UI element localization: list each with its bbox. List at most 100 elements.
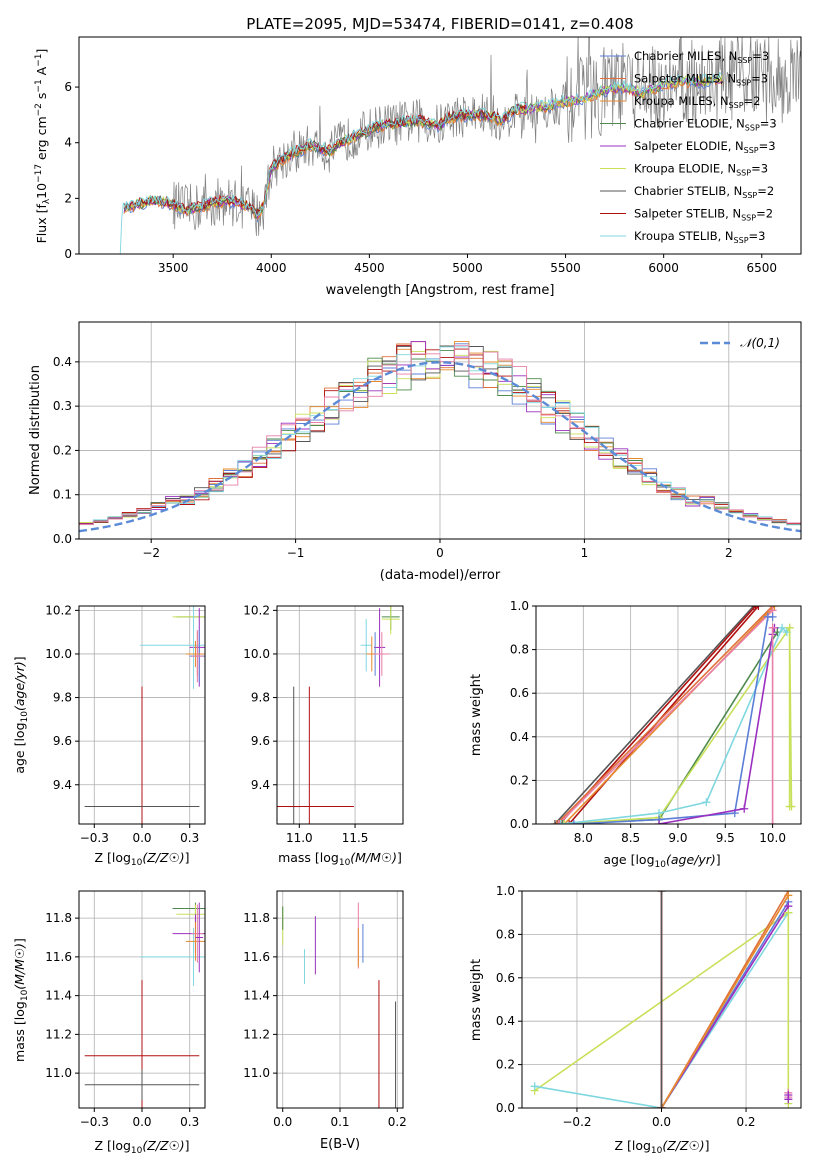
- x-tick-label: 0.3: [180, 1115, 199, 1129]
- weight-marker: [768, 612, 777, 621]
- x-tick-label: 6000: [648, 261, 679, 275]
- plot-layer: 3500 4000 4500 5000 5500 6000 6500 0 2 4 6 Chabrier…: [12, 36, 802, 1156]
- legend-label: Chabrier ELODIE, NSSP=3: [634, 117, 777, 133]
- y-tick-label: 0.1: [53, 488, 72, 502]
- y-tick-label: 0.0: [53, 532, 72, 546]
- age-vs-Z-axes: −0.3 0.0 0.3 9.4 9.6 9.8 10.0 10.2: [45, 603, 205, 845]
- model-spectrum-7: [123, 101, 527, 217]
- math: (age/yr): [12, 661, 27, 711]
- legend-sub: SSP: [736, 79, 751, 88]
- x-tick-label: 0: [436, 546, 444, 560]
- y-tick-label: 0.8: [496, 927, 515, 941]
- y-tick-label: 10.2: [243, 603, 270, 617]
- sub: 10: [655, 860, 667, 870]
- mass-vs-Z-frame: [78, 890, 206, 1109]
- weight-marker: [554, 820, 563, 824]
- residual-histogram-9: [79, 345, 801, 525]
- legend-eq: =3: [749, 229, 766, 243]
- x-tick-label: 10.0: [759, 831, 786, 845]
- clip-massz-content: [84, 902, 205, 1108]
- weight-line-4: [563, 606, 776, 824]
- y-tick-label: 11.8: [45, 911, 72, 925]
- x-tick-label: 8.0: [574, 831, 593, 845]
- age-vs-mass-frame: [276, 605, 404, 825]
- legend-sub: SSP: [745, 124, 760, 133]
- weight-line-7: [564, 625, 793, 824]
- weight-marker: [770, 606, 779, 610]
- txt: 10: [34, 183, 49, 199]
- x-tick-label: 0.0: [652, 1115, 671, 1129]
- weight-marker: [785, 623, 794, 632]
- age-vs-Z-frame: [78, 605, 206, 825]
- legend-eq: =3: [759, 139, 776, 153]
- y-tick-label: 9.8: [251, 691, 270, 705]
- sub: λ: [42, 198, 52, 204]
- legend-sub: SSP: [736, 169, 751, 178]
- sub: 10: [651, 1146, 663, 1156]
- y-tick-label: 1.0: [496, 884, 515, 898]
- legend-eq: =3: [751, 162, 768, 176]
- y-tick-label: 10.0: [45, 647, 72, 661]
- y-tick-label: 0.4: [496, 1014, 515, 1028]
- weight-marker: [702, 798, 711, 807]
- sup: −1: [34, 54, 44, 67]
- y-tick-label: 6: [64, 80, 72, 94]
- weight-marker: [565, 820, 574, 824]
- x-tick-label: 8.5: [621, 831, 640, 845]
- y-tick-label: 0.6: [510, 686, 529, 700]
- weight-marker: [657, 891, 666, 895]
- x-axis-label: Z [log10(Z/Z☉)]: [94, 850, 189, 868]
- x-tick-label: 0.3: [180, 831, 199, 845]
- y-tick-label: 0.4: [53, 355, 72, 369]
- y-axis-label: mass [log10(M/M☉)]: [12, 938, 30, 1062]
- mass-weight-vs-age-axes: 8.0 8.5 9.0 9.5 10.0 0.0 0.2 0.4 0.6 0.8 1.0: [510, 599, 801, 845]
- weight-line-9: [573, 616, 773, 824]
- legend-sub: SSP: [744, 146, 759, 155]
- x-tick-label: −1: [287, 546, 305, 560]
- y-tick-label: 11.0: [243, 1066, 270, 1080]
- legend-eq: =2: [756, 207, 773, 221]
- figure-title: PLATE=2095, MJD=53474, FIBERID=0141, z=0…: [246, 15, 633, 33]
- x-tick-label: −2: [142, 546, 160, 560]
- mass-vs-EBV-frame: [276, 890, 404, 1109]
- y-tick-label: 11.8: [243, 911, 270, 925]
- y-tick-label: 11.2: [243, 1027, 270, 1041]
- x-tick-label: 0.2: [388, 1115, 407, 1129]
- legend-sub: SSP: [742, 191, 757, 200]
- x-tick-label: 0.0: [132, 1115, 151, 1129]
- txt: ]: [12, 938, 27, 943]
- y-tick-label: 11.4: [45, 989, 72, 1003]
- txt: ]: [12, 656, 27, 661]
- math: (Z/Z☉): [142, 1138, 184, 1153]
- y-tick-label: 11.0: [45, 1066, 72, 1080]
- legend-sub: SSP: [741, 214, 756, 223]
- legend-eq: =3: [752, 49, 769, 63]
- x-tick-label: 9.0: [668, 831, 687, 845]
- x-tick-label: 5500: [550, 261, 581, 275]
- y-tick-label: 0.2: [496, 1058, 515, 1072]
- txt: ]: [716, 852, 721, 867]
- math: (M/M☉): [350, 850, 397, 865]
- x-axis-label: E(B-V): [320, 1137, 360, 1152]
- y-tick-label: 0.2: [510, 773, 529, 787]
- legend-label: 𝒩(0,1): [740, 336, 780, 350]
- x-axis-label: Z [log10(Z/Z☉)]: [614, 1138, 709, 1156]
- weight-line-0: [554, 606, 755, 824]
- legend-eq: =2: [757, 184, 774, 198]
- weight-marker: [754, 606, 763, 610]
- clip-massebv-content: [282, 902, 397, 1108]
- sup: −2: [34, 103, 44, 116]
- txt: ]: [34, 49, 49, 54]
- residuals-axes: −2 −1 0 1 2 0.0 0.1 0.2 0.3 0.4: [53, 322, 801, 560]
- y-axis-label: mass weight: [469, 674, 484, 756]
- y-axis-label: Normed distribution: [28, 365, 43, 495]
- y-tick-label: 11.2: [45, 1027, 72, 1041]
- x-tick-label: 1: [581, 546, 589, 560]
- x-tick-label: 0.0: [273, 1115, 292, 1129]
- weight-marker: [784, 1090, 793, 1099]
- y-tick-label: 11.4: [243, 989, 270, 1003]
- spectrum-axes: 3500 4000 4500 5000 5500 6000 6500 0 2 4 6: [64, 80, 777, 275]
- y-tick-label: 11.6: [45, 950, 72, 964]
- x-tick-label: −0.3: [80, 831, 109, 845]
